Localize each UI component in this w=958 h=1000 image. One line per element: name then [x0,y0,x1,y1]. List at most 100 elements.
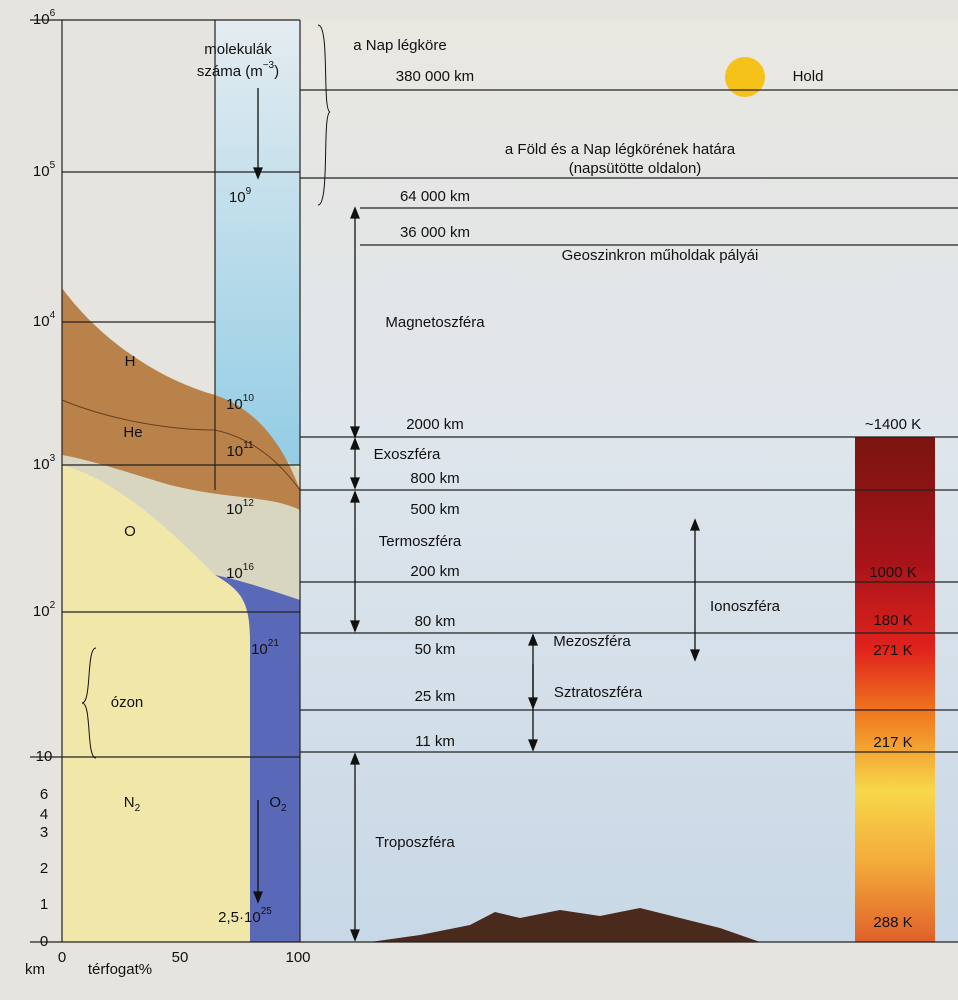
base: 10 [33,313,50,330]
altitude-label: 64 000 km [400,188,470,205]
temperature-label: 271 K [873,642,912,659]
base: 10 [226,396,243,413]
base: 10 [226,501,243,518]
base: 10 [33,603,50,620]
altitude-label: 200 km [410,563,459,580]
axis-unit: km [25,961,45,978]
temperature-label: 217 K [873,734,912,751]
density-label: 1011 [226,440,254,460]
gas-label: N2 [124,794,141,814]
altitude-label: 2000 km [406,416,464,433]
y-tick-label: 104 [33,310,56,330]
region-label: Ionoszféra [710,598,781,615]
gas-label: O [124,523,136,540]
sky [300,20,958,942]
title-part: száma (m [197,63,263,80]
region-label: (napsütötte oldalon) [569,160,702,177]
temperature-label: 180 K [873,612,912,629]
region-label: Hold [793,68,824,85]
density-label: 2,5·1025 [218,906,272,926]
y-tick-label: 10 [36,748,53,765]
base: 10 [226,565,243,582]
region-label: Troposzféra [375,834,455,851]
y-tick-label: 106 [33,8,56,28]
region-label: a Nap légköre [353,37,446,54]
density-title: molekulák [204,41,272,58]
base: 10 [33,456,50,473]
altitude-label: 500 km [410,501,459,518]
mountains [370,908,760,942]
exponent: 16 [243,562,255,573]
o2-area [215,575,300,942]
brace [317,24,332,206]
y-tick-label: 0 [40,933,48,950]
altitude-label: 25 km [415,688,456,705]
axis-label: térfogat% [88,961,152,978]
base: O [269,794,281,811]
temperature-label: 1000 K [869,564,917,581]
y-tick-label: 105 [33,160,56,180]
density-label: 109 [229,186,252,206]
title-part: ) [274,63,279,80]
y-tick-label: 3 [40,824,48,841]
subscript: 2 [281,803,287,814]
base: 10 [33,11,50,28]
exponent: 10 [243,393,255,404]
y-tick-label: 4 [40,806,48,823]
arrows [253,88,700,942]
altitude-label: 11 km [415,733,455,750]
region-label: Termoszféra [379,533,462,550]
region-label: Geoszinkron műholdak pályái [562,247,759,264]
gas-label: H [125,353,136,370]
temperature-bar [855,437,935,942]
y-tick-label: 1 [40,896,48,913]
exponent: 3 [50,453,56,464]
exponent: 21 [268,638,280,649]
base: 10 [251,641,268,658]
grid [30,19,958,943]
exponent: 25 [261,906,273,917]
y-tick-label: 103 [33,453,56,473]
exponent: 11 [243,440,254,451]
x-tick-label: 50 [172,949,189,966]
base: 10 [229,189,246,206]
base: 10 [226,443,243,460]
altitude-label: 380 000 km [396,68,474,85]
density-label: 1010 [226,393,254,413]
region-label: Sztratoszféra [554,684,643,701]
temperature-label: ~1400 K [865,416,921,433]
exponent: 12 [243,498,255,509]
base: 10 [33,163,50,180]
region-label: Exoszféra [374,446,441,463]
region-label: a Föld és a Nap légkörének határa [505,141,736,158]
altitude-label: 36 000 km [400,224,470,241]
sun-icon [725,57,765,97]
temperature-label: 288 K [873,914,912,931]
exponent: 5 [50,160,56,171]
gas-label: ózon [111,694,144,711]
brace [81,647,97,759]
region-label: Mezoszféra [553,633,631,650]
altitude-label: 80 km [415,613,456,630]
exponent: 9 [246,186,252,197]
altitude-label: 50 km [415,641,456,658]
base: N [124,794,135,811]
gas-label: O2 [269,794,287,814]
exponent: 4 [50,310,56,321]
y-tick-label: 6 [40,786,48,803]
title-part: −3 [263,60,275,71]
exponent: 6 [50,8,56,19]
he-h-area [62,288,300,510]
y-tick-label: 102 [33,600,56,620]
density-label: 1012 [226,498,254,518]
subscript: 2 [135,803,141,814]
y-tick-label: 2 [40,860,48,877]
exponent: 2 [50,600,56,611]
region-label: Magnetoszféra [385,314,485,331]
base: 2,5·10 [218,909,261,926]
density-label: 1016 [226,562,254,582]
